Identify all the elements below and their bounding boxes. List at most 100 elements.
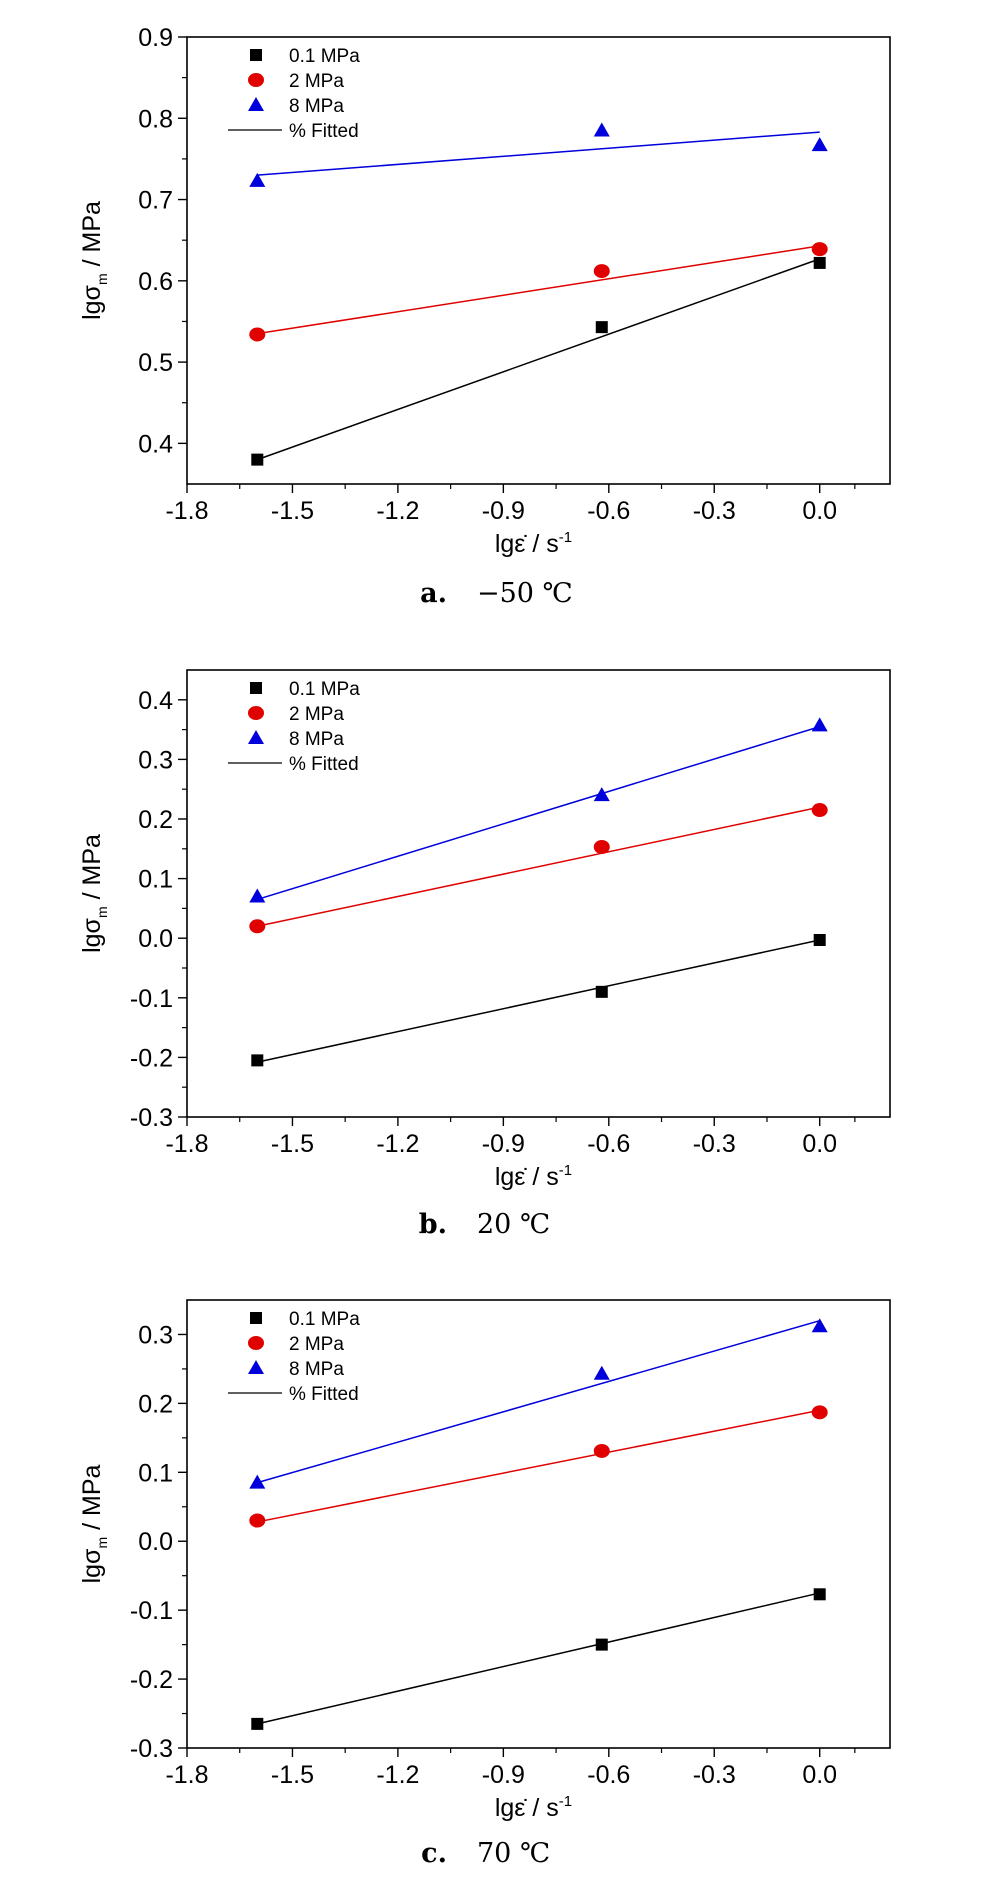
fit-line (257, 725, 820, 901)
x-tick-label: -1.2 (376, 497, 419, 525)
legend-marker (250, 1312, 262, 1324)
y-tick-label: 0.0 (138, 1528, 173, 1556)
data-point (593, 787, 610, 802)
x-tick-label: -1.8 (165, 497, 208, 525)
data-point (595, 1638, 608, 1651)
caption-letter: a. (420, 578, 447, 609)
chart-panel-2: -1.8 -1.5 -1.2 -0.9 -0.6 -0.3 0.0 -0.3 -0.2 -0.1 0… (78, 669, 891, 1240)
y-tick-label: 0.7 (138, 187, 173, 215)
data-point (813, 256, 826, 269)
data-point (593, 264, 610, 279)
x-tick-label: -1.8 (165, 1130, 208, 1158)
x-tick-label: -0.6 (587, 1130, 630, 1158)
fit-line (257, 939, 820, 1063)
series-3 (249, 1318, 828, 1489)
legend-marker (248, 73, 264, 87)
data-point (251, 1717, 264, 1730)
legend-label: 0.1 MPa (289, 679, 360, 700)
y-tick-label: 0.4 (138, 430, 173, 458)
legend-label: 8 MPa (289, 1359, 344, 1380)
y-tick-label: 0.6 (138, 268, 173, 296)
series-2 (249, 1405, 828, 1528)
data-point (249, 327, 266, 342)
y-axis-label: lgσm / MPa (78, 1465, 110, 1584)
data-point (249, 888, 266, 903)
y-tick-label: 0.1 (138, 866, 173, 894)
legend-marker (248, 730, 264, 744)
chart-panel-1: -1.8 -1.5 -1.2 -0.9 -0.6 -0.3 0.0 0.4 0.5 0.6 0.7 0… (78, 24, 891, 609)
x-tick-label: -0.6 (587, 497, 630, 525)
y-tick-label: 0.2 (138, 806, 173, 834)
legend-label: 2 MPa (289, 71, 344, 92)
data-point (811, 1318, 828, 1333)
data-point (811, 803, 828, 818)
series-3 (249, 122, 828, 187)
x-tick-label: -0.9 (482, 1130, 525, 1158)
caption-text: 70 ℃ (477, 1838, 550, 1869)
data-point (249, 919, 266, 934)
data-point (811, 717, 828, 732)
data-point (813, 933, 826, 946)
x-tick-label: -1.8 (165, 1761, 208, 1789)
fit-line (257, 131, 820, 176)
data-point (251, 453, 264, 466)
caption-text: −50 ℃ (477, 578, 573, 609)
x-tick-label: 0.0 (802, 1761, 837, 1789)
x-tick-label: 0.0 (802, 1130, 837, 1158)
data-point (593, 1443, 610, 1458)
legend-fit-label: % Fitted (289, 121, 359, 142)
y-tick-label: 0.4 (138, 687, 173, 715)
fit-line (257, 245, 820, 335)
x-tick-label: -1.5 (271, 1761, 314, 1789)
data-point (593, 1365, 610, 1380)
series-1 (251, 256, 826, 466)
series-1 (251, 933, 826, 1067)
y-tick-label: -0.3 (130, 1104, 173, 1132)
data-point (811, 137, 828, 152)
data-point (595, 985, 608, 998)
y-tick-label: -0.2 (130, 1666, 173, 1694)
y-axis-label: lgσm / MPa (78, 201, 110, 320)
data-point (249, 1513, 266, 1528)
y-tick-label: -0.1 (130, 985, 173, 1013)
plot-frame (186, 669, 891, 1118)
x-axis-label: lgε̇ / s-1 (495, 529, 572, 558)
fit-line (257, 806, 820, 928)
x-tick-label: -1.2 (376, 1130, 419, 1158)
y-tick-label: 0.9 (138, 24, 173, 52)
legend-marker (248, 97, 264, 111)
series-1 (251, 1588, 826, 1730)
data-point (593, 840, 610, 855)
legend: 0.1 MPa 2 MPa 8 MPa % Fitted (228, 1309, 360, 1405)
x-tick-label: 0.0 (802, 497, 837, 525)
data-point (249, 1474, 266, 1489)
data-point (249, 172, 266, 187)
y-tick-label: -0.3 (130, 1735, 173, 1763)
caption-letter: c. (421, 1838, 447, 1869)
x-tick-label: -1.5 (271, 497, 314, 525)
legend-marker (250, 682, 262, 694)
x-tick-label: -1.5 (271, 1130, 314, 1158)
x-axis-label: lgε̇ / s-1 (495, 1793, 572, 1822)
legend-marker (248, 1336, 264, 1350)
y-tick-label: 0.2 (138, 1390, 173, 1418)
series-2 (249, 242, 828, 342)
legend-fit-label: % Fitted (289, 1384, 359, 1405)
legend-label: 0.1 MPa (289, 46, 360, 67)
chart-panel-3: -1.8 -1.5 -1.2 -0.9 -0.6 -0.3 0.0 -0.3 -0.2 -0.1 0… (78, 1299, 891, 1869)
legend-label: 8 MPa (289, 729, 344, 750)
legend-fit-label: % Fitted (289, 754, 359, 775)
y-tick-label: 0.8 (138, 105, 173, 133)
y-tick-label: -0.1 (130, 1597, 173, 1625)
x-tick-label: -0.3 (693, 497, 736, 525)
data-point (811, 242, 828, 257)
y-tick-label: 0.3 (138, 746, 173, 774)
x-tick-label: -0.6 (587, 1761, 630, 1789)
caption-letter: b. (419, 1209, 447, 1240)
y-tick-label: 0.3 (138, 1321, 173, 1349)
series-2 (249, 803, 828, 934)
x-tick-label: -0.9 (482, 1761, 525, 1789)
plot-frame (186, 1299, 891, 1749)
x-axis-label: lgε̇ / s-1 (495, 1162, 572, 1191)
